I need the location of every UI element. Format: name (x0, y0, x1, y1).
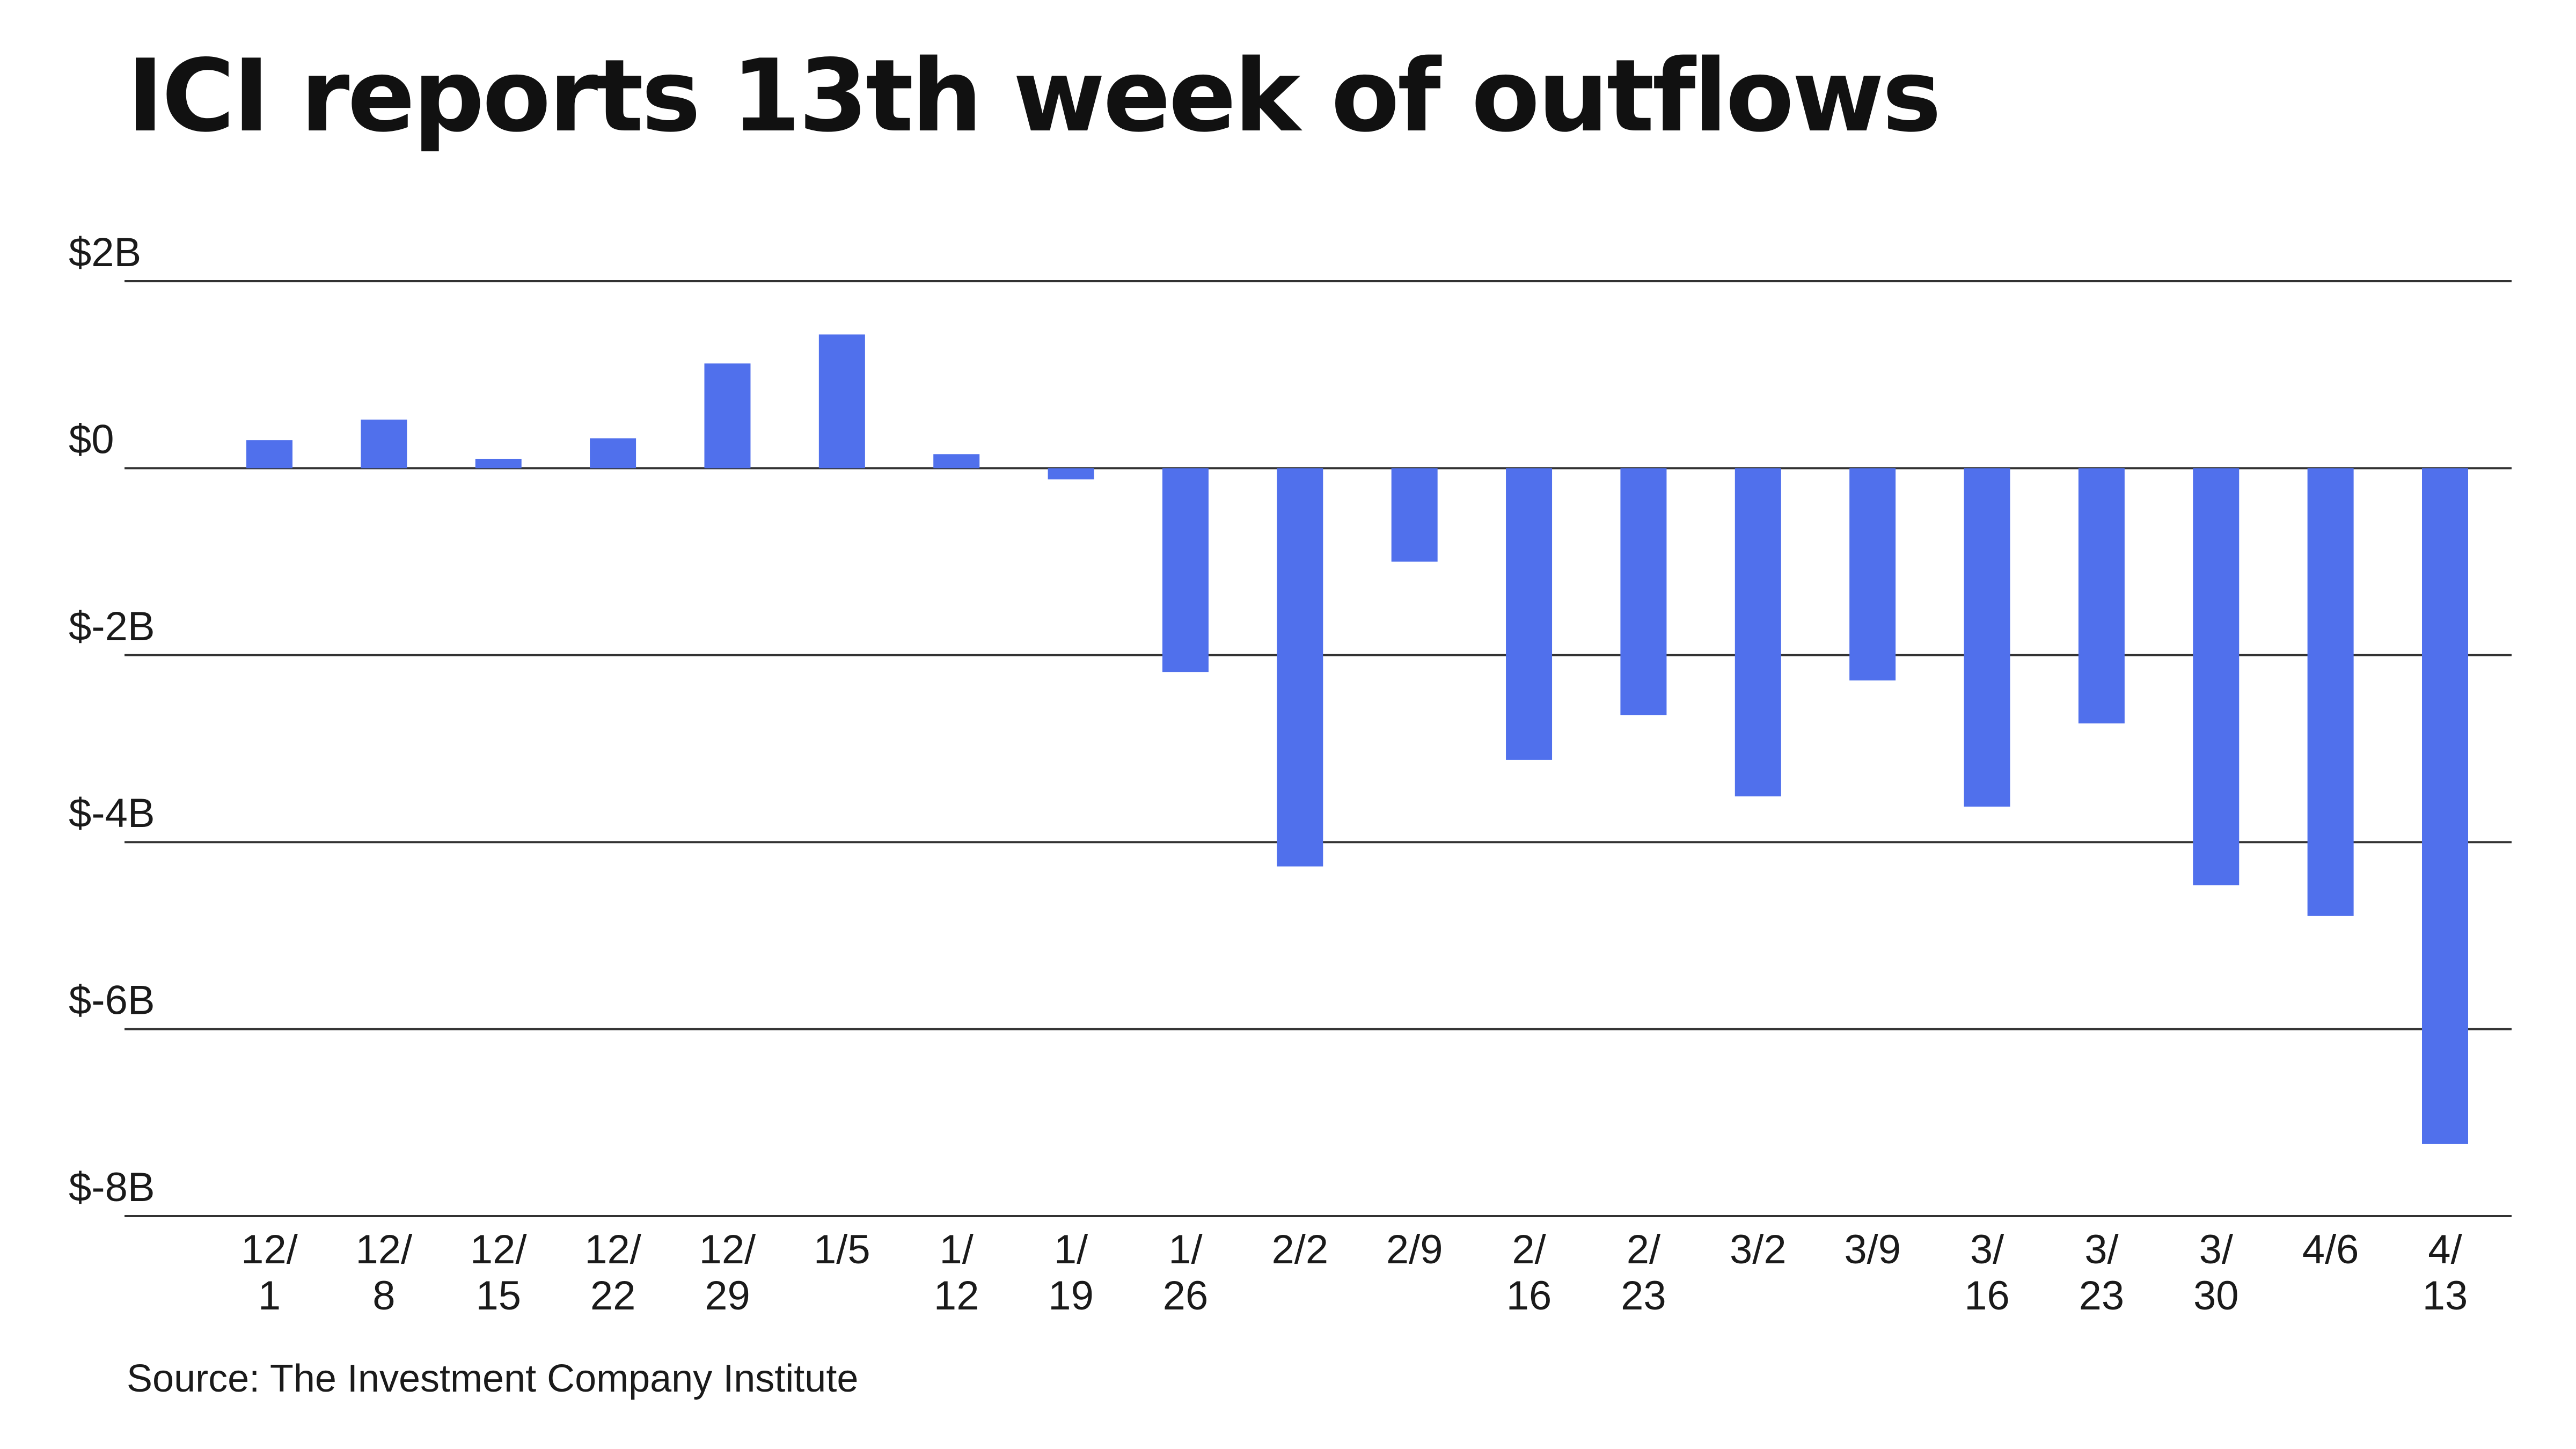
bar (590, 438, 636, 469)
x-tick-label: 2/9 (1386, 1227, 1443, 1272)
y-tick-label: $2B (69, 230, 141, 275)
x-tick-label: 12/29 (699, 1227, 757, 1319)
bar (2307, 468, 2354, 916)
x-tick-label: 4/13 (2423, 1227, 2468, 1319)
y-axis-labels: $2B $0 $-2B $-4B $-6B $-8B (69, 230, 155, 1210)
x-tick-label: 3/30 (2193, 1227, 2239, 1319)
bar (2193, 468, 2240, 885)
y-tick-label: $-4B (69, 791, 155, 836)
x-tick-label: 12/8 (356, 1227, 413, 1319)
y-tick-label: $-6B (69, 978, 155, 1023)
x-axis-labels: 12/1 12/8 12/15 12/22 12/29 1/5 1/12 1/19 1/26 2/… (241, 1227, 2468, 1319)
bar (475, 458, 522, 469)
x-tick-label: 3/23 (2079, 1227, 2125, 1319)
bar (1849, 468, 1896, 680)
bar (1506, 468, 1553, 760)
x-tick-label: 1/12 (934, 1227, 979, 1319)
x-tick-label: 2/2 (1271, 1227, 1328, 1272)
bars (246, 334, 2468, 1144)
x-tick-label: 12/22 (584, 1227, 642, 1319)
x-tick-label: 2/23 (1621, 1227, 1666, 1319)
bar (2078, 468, 2125, 723)
x-tick-label: 3/2 (1730, 1227, 1787, 1272)
bar (1391, 468, 1438, 562)
x-tick-label: 12/1 (241, 1227, 298, 1319)
bar (1964, 468, 2010, 807)
bar (1620, 468, 1667, 715)
source-note: Source: The Investment Company Institute (127, 1357, 859, 1400)
y-tick-label: $-8B (69, 1165, 155, 1210)
x-tick-label: 1/19 (1048, 1227, 1094, 1319)
y-tick-label: $-2B (69, 604, 155, 649)
bar (246, 440, 292, 469)
bar (1162, 468, 1209, 672)
bar (361, 419, 407, 469)
bar (1735, 468, 1781, 796)
x-tick-label: 1/5 (814, 1227, 870, 1272)
chart-title: ICI reports 13th week of outflows (127, 38, 1942, 154)
bar (933, 454, 980, 469)
bar (818, 334, 865, 469)
y-tick-label: $0 (69, 416, 114, 462)
x-tick-label: 3/9 (1844, 1227, 1901, 1272)
x-tick-label: 4/6 (2302, 1227, 2359, 1272)
x-tick-label: 12/15 (470, 1227, 528, 1319)
x-tick-label: 1/26 (1163, 1227, 1209, 1319)
bar (704, 363, 751, 469)
bar (1048, 468, 1094, 480)
x-tick-label: 2/16 (1506, 1227, 1552, 1319)
x-tick-label: 3/16 (1964, 1227, 2010, 1319)
bar (1277, 468, 1323, 867)
bar (2422, 468, 2468, 1144)
